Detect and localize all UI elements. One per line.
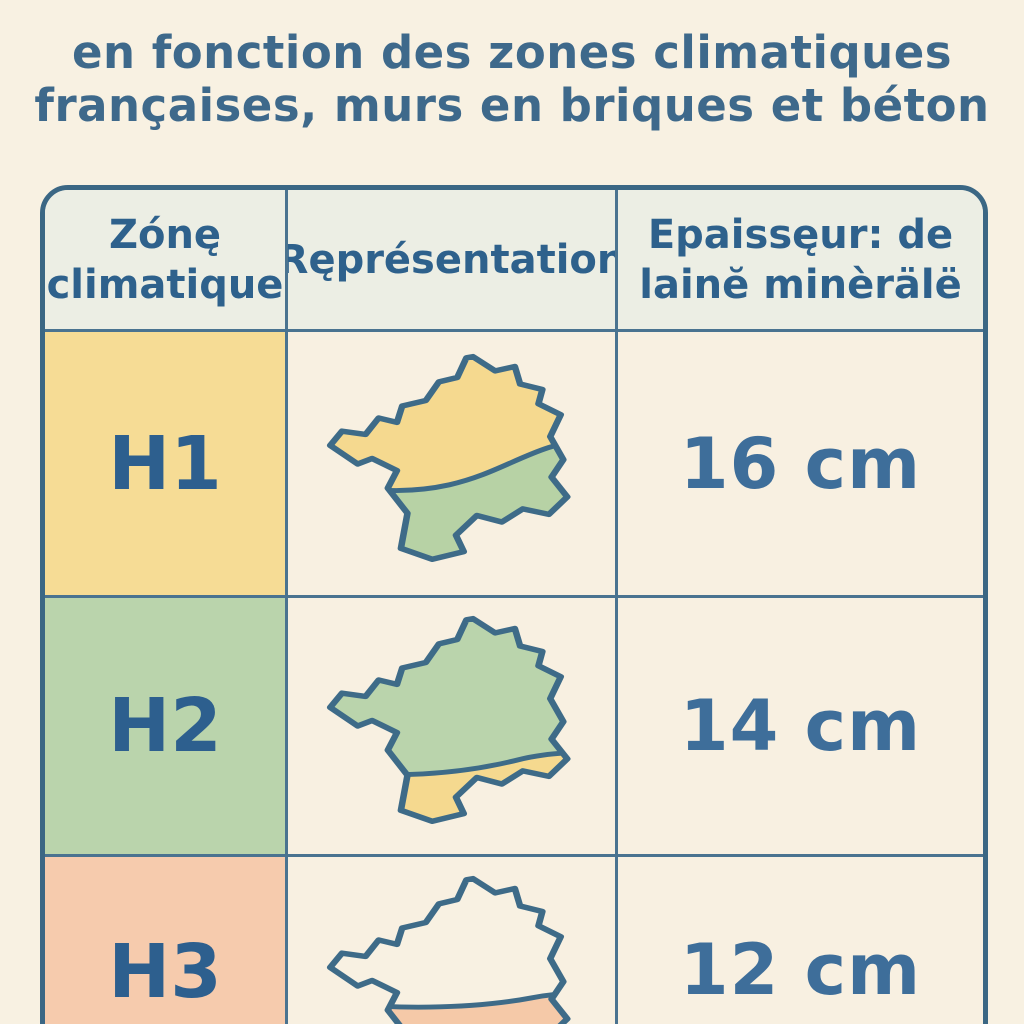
header-thickness-line2: lainĕ minèrälë xyxy=(639,261,962,308)
header-thickness-line1: Epaissęur: de xyxy=(647,211,954,258)
france-outline xyxy=(326,353,571,562)
map-cell xyxy=(288,598,618,857)
zone-cell: H3 xyxy=(45,857,288,1024)
map-cell xyxy=(288,332,618,598)
page-title-line1: en fonction des zones climatiques xyxy=(71,26,953,79)
zone-cell: H2 xyxy=(45,598,288,857)
map-cell xyxy=(288,857,618,1024)
header-representation-line1: Ręprésentation xyxy=(288,236,618,283)
insulation-table: Zónę climatique Ręprésentation Epaissęur… xyxy=(40,185,988,1024)
thickness-value: 16 cm xyxy=(679,422,922,505)
france-outline xyxy=(326,615,571,825)
header-cell-zone: Zónę climatique xyxy=(45,190,288,332)
france-outline xyxy=(326,875,571,1024)
header-cell-representation: Ręprésentation xyxy=(288,190,618,332)
thickness-value: 14 cm xyxy=(679,685,922,767)
page-title: en fonction des zones climatiques frança… xyxy=(0,26,1024,132)
zone-label: H1 xyxy=(108,420,222,507)
header-zone-line2: climatique xyxy=(46,261,284,308)
france-map xyxy=(321,871,583,1024)
zone-label: H2 xyxy=(108,683,222,769)
page-title-line2: françaises, murs en briques et béton xyxy=(34,79,990,133)
thickness-cell: 14 cm xyxy=(618,598,983,857)
zone-label: H3 xyxy=(108,929,222,1015)
zone-cell: H1 xyxy=(45,332,288,598)
header-cell-thickness: Epaissęur: de lainĕ minèrälë xyxy=(618,190,983,332)
thickness-cell: 16 cm xyxy=(618,332,983,598)
thickness-cell: 12 cm xyxy=(618,857,983,1024)
header-zone-line1: Zónę xyxy=(108,211,222,258)
thickness-value: 12 cm xyxy=(679,929,922,1011)
france-map xyxy=(321,349,583,579)
france-map xyxy=(321,611,583,841)
